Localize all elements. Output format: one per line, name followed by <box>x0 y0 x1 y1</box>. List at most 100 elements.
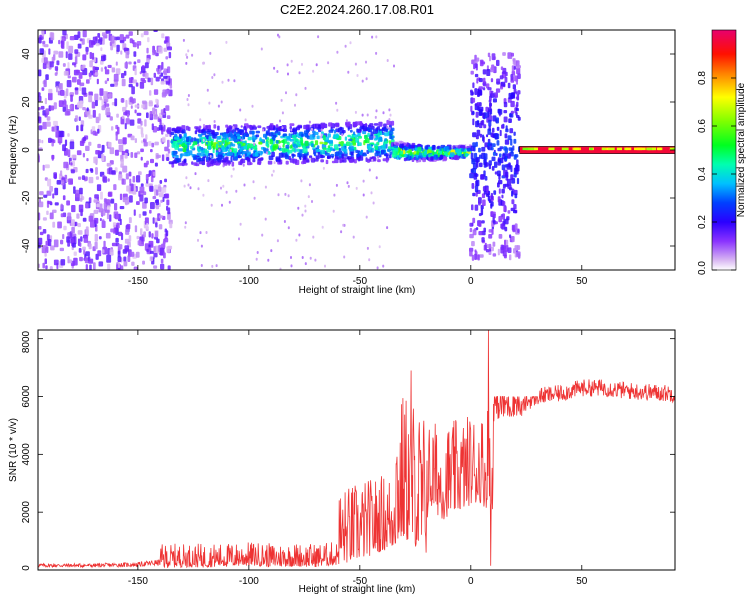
heatmap-cell <box>200 152 205 157</box>
heatmap-cell <box>62 144 66 152</box>
heatmap-cell <box>68 53 73 60</box>
heatmap-cell <box>410 151 413 156</box>
heatmap-cell <box>228 136 231 140</box>
heatmap-cell <box>368 168 371 172</box>
heatmap-cell <box>82 152 85 158</box>
heatmap-cell <box>267 258 270 262</box>
heatmap-cell <box>338 147 341 151</box>
heatmap-cell <box>320 149 326 155</box>
heatmap-cell <box>92 109 96 118</box>
heatmap-cell <box>213 124 217 129</box>
heatmap-cell <box>82 136 87 142</box>
heatmap-cell <box>247 143 253 149</box>
heatmap-cell <box>366 113 369 117</box>
heatmap-cell <box>146 223 149 230</box>
heatmap-cell <box>38 139 41 144</box>
heatmap-cell <box>82 107 86 111</box>
heatmap-cell <box>254 151 259 157</box>
heatmap-cell <box>371 35 374 39</box>
heatmap-cell <box>500 223 504 229</box>
heatmap-cell <box>177 148 183 152</box>
heatmap-cell <box>515 107 519 112</box>
heatmap-cell <box>329 147 333 151</box>
heatmap-cell <box>130 135 135 141</box>
heatmap-cell <box>221 203 223 207</box>
heatmap-cell <box>362 153 367 157</box>
heatmap-cell <box>290 128 293 132</box>
heatmap-cell <box>48 92 53 101</box>
heatmap-cell <box>344 136 348 141</box>
heatmap-cell <box>530 147 537 151</box>
heatmap-cell <box>45 74 49 80</box>
heatmap-cell <box>97 250 102 257</box>
heatmap-cell <box>474 253 477 260</box>
heatmap-cell <box>266 151 268 155</box>
heatmap-cell <box>368 134 374 140</box>
heatmap-cell <box>153 114 158 120</box>
heatmap-cell <box>148 231 151 238</box>
heatmap-cell <box>470 89 473 93</box>
heatmap-cell <box>116 113 119 118</box>
heatmap-cell <box>77 223 81 228</box>
heatmap-cell <box>285 144 290 149</box>
heatmap-cell <box>473 60 478 65</box>
heatmap-cell <box>483 244 487 251</box>
heatmap-cell <box>384 140 388 144</box>
heatmap-cell <box>146 160 149 165</box>
heatmap-cell <box>239 159 243 165</box>
heatmap-cell <box>334 123 340 127</box>
heatmap-cell <box>43 57 48 64</box>
heatmap-cell <box>488 234 493 239</box>
heatmap-cell <box>280 98 283 102</box>
heatmap-cell <box>375 176 378 180</box>
heatmap-cell <box>166 157 170 161</box>
heatmap-cell <box>384 132 389 137</box>
heatmap-cell <box>608 147 615 151</box>
heatmap-cell <box>474 63 478 69</box>
heatmap-cell <box>548 147 555 151</box>
heatmap-cell <box>323 141 328 145</box>
heatmap-cell <box>222 164 225 168</box>
heatmap-cell <box>561 147 569 151</box>
heatmap-cell <box>137 125 142 129</box>
heatmap-cell <box>494 94 497 98</box>
heatmap-cell <box>129 119 135 126</box>
heatmap-cell <box>384 153 389 157</box>
heatmap-cell <box>208 101 211 105</box>
heatmap-cell <box>89 52 92 59</box>
heatmap-cell <box>500 81 506 87</box>
heatmap-cell <box>289 139 295 142</box>
heatmap-cell <box>275 140 279 144</box>
heatmap-cell <box>104 80 108 84</box>
heatmap-cell <box>509 128 514 134</box>
heatmap-cell <box>98 37 103 42</box>
heatmap-cell <box>42 262 45 269</box>
heatmap-cell <box>351 133 354 139</box>
heatmap-cell <box>186 136 190 143</box>
heatmap-cell <box>205 141 209 145</box>
heatmap-cell <box>471 254 475 261</box>
heatmap-cell <box>194 172 197 176</box>
heatmap-cell <box>474 185 479 193</box>
heatmap-cell <box>362 179 365 183</box>
heatmap-cell <box>383 123 387 128</box>
heatmap-cell <box>66 200 70 206</box>
heatmap-cell <box>88 40 94 48</box>
heatmap-cell <box>497 196 501 203</box>
heatmap-cell <box>512 84 516 90</box>
heatmap-cell <box>473 172 478 180</box>
heatmap-cell <box>522 147 529 151</box>
heatmap-cell <box>301 213 304 217</box>
heatmap-cell <box>184 158 187 163</box>
heatmap-cell <box>237 143 242 149</box>
heatmap-cell <box>517 229 520 233</box>
heatmap-cell <box>414 150 417 154</box>
heatmap-cell <box>499 129 502 137</box>
heatmap-cell <box>75 189 80 198</box>
heatmap-cell <box>245 133 250 137</box>
heatmap-cell <box>474 204 479 211</box>
heatmap-cell <box>198 125 202 129</box>
heatmap-cell <box>128 31 133 36</box>
heatmap-cell <box>46 121 51 127</box>
heatmap-cell <box>238 155 242 158</box>
